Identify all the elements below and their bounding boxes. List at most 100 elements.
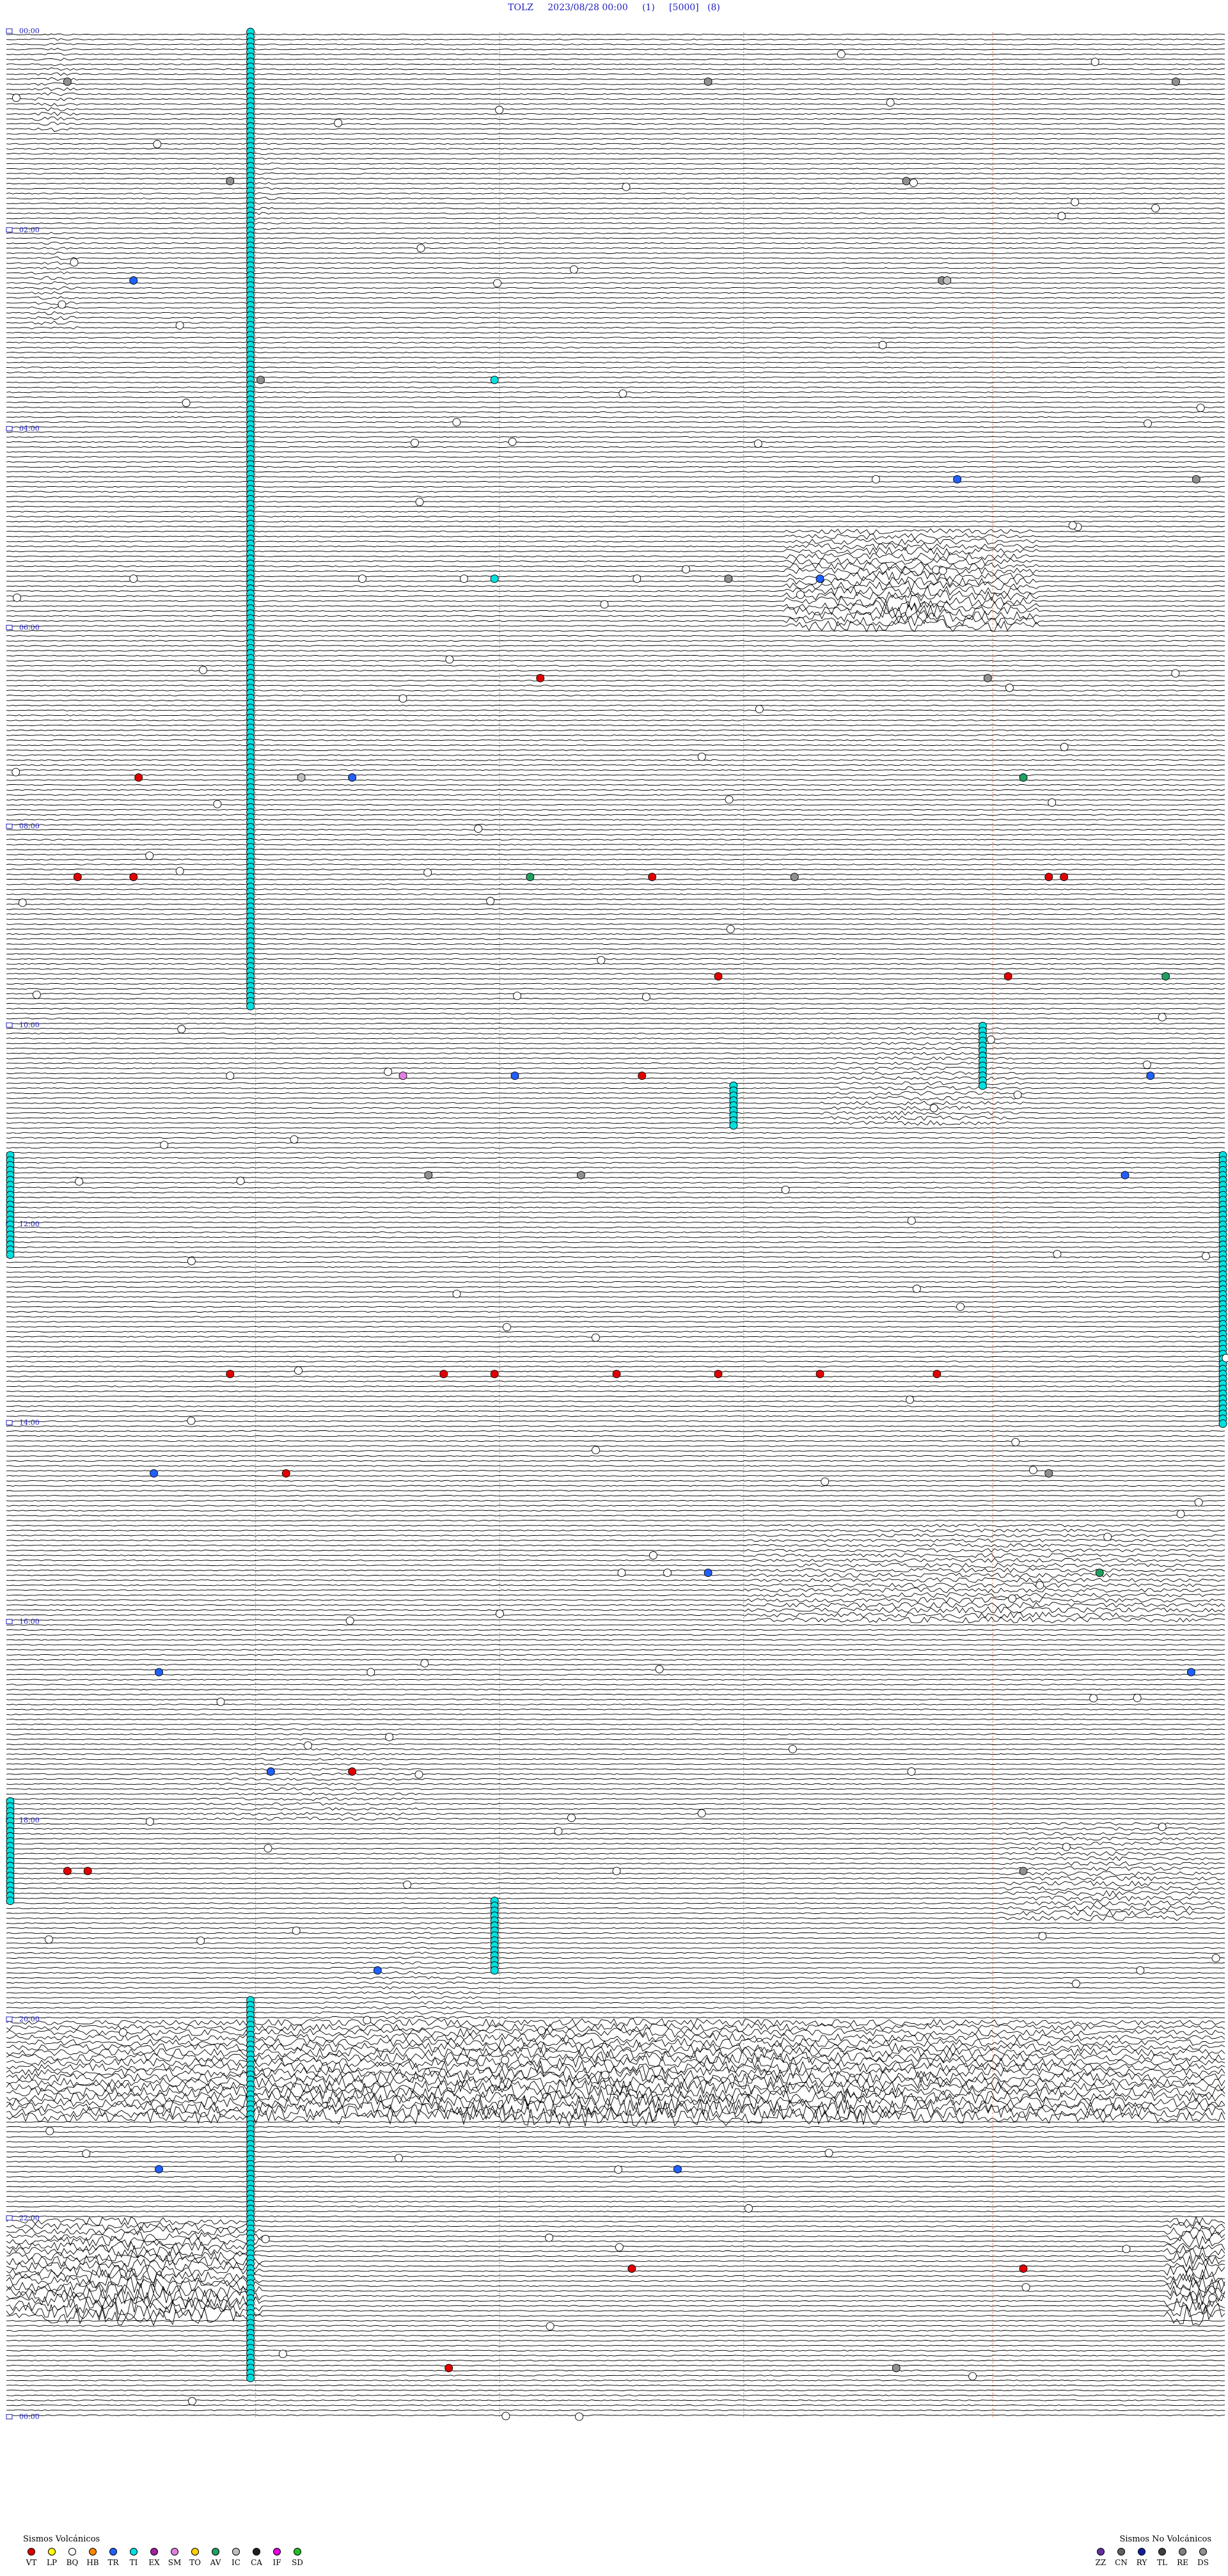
trace-line bbox=[6, 824, 1225, 826]
legend-nonvolcanic-dot-cn bbox=[1117, 2548, 1125, 2556]
trace-line bbox=[6, 486, 1225, 488]
trace-line bbox=[6, 291, 1225, 295]
trace-line bbox=[6, 853, 1225, 856]
trace-line bbox=[6, 301, 1225, 305]
trace-line bbox=[6, 594, 1225, 609]
event-marker-vt bbox=[536, 674, 545, 683]
legend-volcanic-item-to: TO bbox=[187, 2548, 203, 2567]
event-marker-bq bbox=[1053, 1249, 1062, 1258]
trace-line bbox=[6, 1528, 1225, 1533]
trace-line bbox=[6, 2384, 1225, 2387]
event-marker-ds bbox=[724, 574, 733, 583]
trace-line bbox=[6, 993, 1225, 995]
trace-line bbox=[6, 2221, 1225, 2232]
event-marker-bq bbox=[278, 2350, 287, 2359]
trace-line bbox=[6, 1142, 1225, 1144]
legend-nonvolcanic-title: Sismos No Volcánicos bbox=[1119, 2534, 1211, 2544]
trace-line bbox=[6, 1900, 1225, 1907]
trace-line bbox=[6, 1066, 1225, 1071]
event-marker-ds bbox=[983, 674, 992, 683]
event-marker-bq bbox=[196, 1936, 205, 1945]
event-marker-bq bbox=[155, 2105, 164, 2114]
trace-line bbox=[6, 361, 1225, 363]
event-marker-bq bbox=[334, 118, 343, 127]
trace-line bbox=[6, 471, 1225, 473]
trace-line bbox=[6, 1553, 1225, 1558]
trace-line bbox=[6, 2389, 1225, 2392]
trace-line bbox=[6, 52, 1225, 56]
event-marker-bq bbox=[545, 2233, 554, 2242]
trace-line bbox=[6, 356, 1225, 359]
event-marker-vt bbox=[129, 873, 138, 881]
trace-line bbox=[6, 603, 1225, 619]
trace-line bbox=[6, 814, 1225, 816]
trace-line bbox=[6, 1196, 1225, 1199]
event-marker-ds bbox=[1019, 1867, 1028, 1876]
hour-label: 00:00 bbox=[19, 27, 40, 35]
hour-tick-box bbox=[6, 624, 13, 630]
trace-line bbox=[6, 913, 1225, 915]
event-marker-bq bbox=[956, 1302, 965, 1311]
event-marker-bq bbox=[929, 1103, 938, 1112]
legend-volcanic-title: Sismos Volcánicos bbox=[23, 2534, 100, 2544]
event-marker-ds bbox=[1044, 1469, 1053, 1478]
event-marker-bq bbox=[303, 1741, 312, 1750]
trace-line bbox=[6, 1440, 1225, 1442]
trace-line bbox=[6, 1782, 1225, 1786]
event-marker-bq bbox=[423, 868, 432, 877]
event-marker-bq bbox=[726, 925, 735, 933]
event-marker-bq bbox=[567, 1813, 576, 1822]
trace-line bbox=[6, 2409, 1225, 2412]
legend-volcanic-dot-hb bbox=[89, 2548, 97, 2556]
trace-line bbox=[6, 1167, 1225, 1169]
trace-line bbox=[6, 640, 1225, 642]
trace-line bbox=[6, 878, 1225, 881]
trace-line bbox=[6, 351, 1225, 354]
trace-line bbox=[6, 571, 1225, 582]
trace-line bbox=[6, 1563, 1225, 1569]
legend-volcanic-dot-sm bbox=[171, 2548, 178, 2556]
trace-line bbox=[6, 1162, 1225, 1164]
trace-line bbox=[6, 665, 1225, 667]
trace-line bbox=[6, 1047, 1225, 1050]
trace-line bbox=[6, 1519, 1225, 1522]
trace-line bbox=[6, 143, 1225, 145]
event-marker-tr bbox=[704, 1569, 712, 1577]
trace-line bbox=[6, 1698, 1225, 1701]
trace-line bbox=[6, 1120, 1225, 1126]
trace-line bbox=[6, 695, 1225, 697]
trace-line bbox=[6, 1812, 1225, 1816]
event-marker-vt bbox=[714, 1370, 723, 1379]
trace-line bbox=[6, 674, 1225, 677]
trace-line bbox=[6, 1341, 1225, 1343]
trace-line bbox=[6, 116, 1225, 121]
trace-line bbox=[6, 1738, 1225, 1741]
trace-line bbox=[6, 421, 1225, 423]
trace-line bbox=[6, 1206, 1225, 1208]
trace-line bbox=[6, 1216, 1225, 1219]
trace-line bbox=[6, 2027, 1225, 2038]
trace-line bbox=[6, 2330, 1225, 2332]
trace-line bbox=[6, 2011, 1225, 2015]
trace-line bbox=[6, 868, 1225, 871]
trace-line bbox=[6, 2037, 1225, 2048]
event-marker-bq bbox=[495, 106, 504, 115]
event-marker-bq bbox=[597, 956, 606, 965]
trace-line bbox=[6, 1115, 1225, 1121]
trace-line bbox=[6, 2145, 1225, 2148]
event-marker-bq bbox=[554, 1827, 563, 1836]
trace-line bbox=[6, 739, 1225, 741]
event-marker-bq bbox=[1060, 743, 1069, 752]
hour-tick-box bbox=[6, 823, 13, 829]
trace-line bbox=[6, 2216, 1225, 2227]
trace-line bbox=[6, 1936, 1225, 1940]
trace-line bbox=[6, 858, 1225, 860]
hour-label: 16:00 bbox=[19, 1617, 40, 1625]
trace-line bbox=[6, 923, 1225, 925]
trace-line bbox=[6, 2107, 1225, 2128]
legend-volcanic-code: HB bbox=[86, 2558, 99, 2567]
legend-nonvolcanic-item-re: RE bbox=[1174, 2548, 1191, 2567]
event-marker-ds bbox=[1192, 475, 1200, 484]
trace-line bbox=[6, 660, 1225, 662]
event-marker-vt bbox=[63, 1867, 72, 1876]
